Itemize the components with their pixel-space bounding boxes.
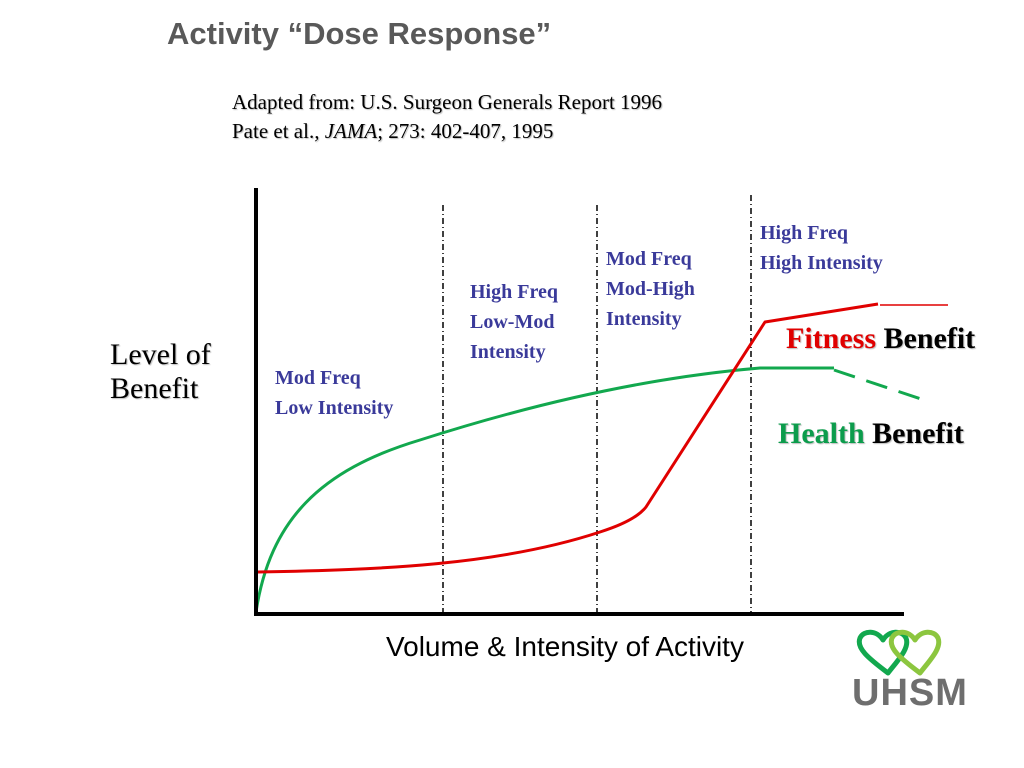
zone-2-line-2: Low-Mod [470, 311, 555, 333]
y-axis-label-line-1: Level of [110, 338, 211, 371]
zone-label-2: High Freq Low-Mod Intensity [470, 277, 558, 367]
logo-text: UHSM [852, 672, 968, 714]
source-details: ; 273: 402-407, 1995 [377, 119, 554, 143]
zone-4-line-2: High Intensity [760, 252, 883, 274]
zone-3-line-1: Mod Freq [606, 248, 692, 270]
zone-4-line-1: High Freq [760, 222, 848, 244]
source-line-2: Pate et al., JAMA; 273: 402-407, 1995 [232, 117, 662, 146]
zone-3-line-3: Intensity [606, 308, 682, 330]
zone-2-line-3: Intensity [470, 341, 546, 363]
source-authors: Pate et al. [232, 119, 315, 143]
health-keyword: Health [778, 417, 865, 450]
zone-1-line-2: Low Intensity [275, 397, 394, 419]
uhsm-logo: UHSM [850, 628, 970, 718]
slide-title: Activity “Dose Response” [167, 16, 552, 51]
health-benefit-curve [254, 366, 834, 613]
zone-2-line-1: High Freq [470, 281, 558, 303]
zone-label-1: Mod Freq Low Intensity [275, 363, 393, 423]
zone-3-line-2: Mod-High [606, 278, 695, 300]
source-line-1: Adapted from: U.S. Surgeon Generals Repo… [232, 90, 663, 114]
health-benefit-word: Benefit [864, 417, 964, 450]
x-axis-label: Volume & Intensity of Activity [386, 631, 744, 662]
y-axis-label: Level of Benefit [110, 338, 211, 406]
double-heart-icon [856, 629, 942, 676]
y-axis-label-line-2: Benefit [110, 372, 199, 405]
source-citation: Adapted from: U.S. Surgeon Generals Repo… [232, 88, 662, 146]
source-journal: JAMA [324, 119, 378, 143]
health-benefit-label: Health Benefit [778, 417, 964, 451]
zone-label-4: High Freq High Intensity [760, 218, 883, 278]
source-separator: , [314, 119, 325, 143]
zone-1-line-1: Mod Freq [275, 367, 361, 389]
zone-label-3: Mod Freq Mod-High Intensity [606, 244, 695, 334]
fitness-keyword: Fitness [786, 322, 876, 355]
fitness-benefit-word: Benefit [876, 322, 976, 355]
health-benefit-extension [833, 368, 931, 404]
fitness-benefit-curve [257, 302, 879, 574]
fitness-benefit-label: Fitness Benefit [786, 322, 975, 356]
